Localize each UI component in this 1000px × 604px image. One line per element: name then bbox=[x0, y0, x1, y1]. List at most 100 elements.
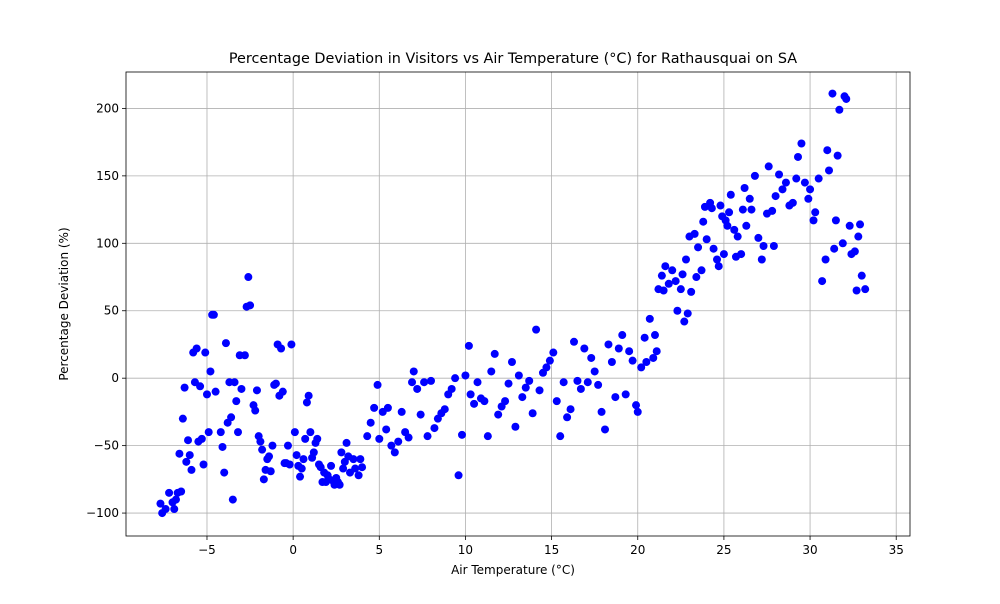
point bbox=[566, 405, 575, 414]
point bbox=[454, 471, 463, 480]
point bbox=[682, 255, 690, 264]
point bbox=[382, 425, 391, 434]
point bbox=[856, 220, 865, 229]
point bbox=[738, 205, 747, 214]
point bbox=[657, 271, 666, 280]
point bbox=[549, 348, 558, 357]
point bbox=[370, 403, 379, 412]
point bbox=[483, 432, 492, 441]
point bbox=[230, 378, 239, 387]
point bbox=[175, 449, 184, 458]
point bbox=[171, 495, 180, 504]
point bbox=[197, 434, 206, 443]
point bbox=[473, 378, 482, 387]
point bbox=[161, 505, 170, 514]
point bbox=[556, 432, 565, 441]
point bbox=[694, 243, 703, 252]
point bbox=[309, 448, 318, 457]
point bbox=[283, 441, 292, 450]
point bbox=[177, 487, 186, 496]
point bbox=[518, 393, 527, 402]
point bbox=[187, 465, 196, 474]
y-tick-label: 200 bbox=[96, 101, 119, 115]
point bbox=[687, 287, 696, 296]
point bbox=[458, 430, 466, 439]
point bbox=[451, 374, 460, 383]
point bbox=[759, 242, 768, 250]
point bbox=[769, 242, 778, 250]
point bbox=[857, 271, 866, 280]
point bbox=[607, 358, 616, 366]
point bbox=[576, 384, 585, 393]
point bbox=[828, 89, 837, 98]
point bbox=[583, 378, 592, 387]
point bbox=[178, 414, 187, 423]
point bbox=[165, 488, 174, 497]
point bbox=[299, 455, 308, 464]
point bbox=[204, 428, 213, 437]
point bbox=[737, 250, 746, 259]
point bbox=[745, 194, 754, 203]
point bbox=[833, 151, 842, 160]
point bbox=[642, 358, 651, 366]
point bbox=[339, 464, 348, 473]
point bbox=[621, 390, 630, 399]
point bbox=[271, 379, 280, 388]
point bbox=[202, 390, 211, 399]
point bbox=[637, 363, 646, 372]
point bbox=[335, 480, 344, 489]
point bbox=[182, 457, 191, 466]
point bbox=[397, 407, 406, 416]
point bbox=[823, 146, 832, 155]
point bbox=[313, 434, 322, 443]
point bbox=[507, 358, 516, 366]
point bbox=[302, 398, 311, 407]
x-tick-label: 35 bbox=[889, 543, 904, 557]
point bbox=[440, 405, 449, 414]
point bbox=[209, 310, 218, 319]
point bbox=[354, 471, 363, 480]
point bbox=[390, 448, 399, 457]
point bbox=[680, 317, 689, 326]
point bbox=[244, 273, 253, 282]
point bbox=[661, 262, 670, 271]
point bbox=[702, 235, 711, 244]
point bbox=[814, 174, 823, 183]
point bbox=[358, 463, 367, 472]
point bbox=[699, 217, 708, 226]
point bbox=[480, 397, 489, 406]
point bbox=[806, 185, 815, 194]
x-tick-label: 25 bbox=[716, 543, 731, 557]
point bbox=[747, 205, 756, 214]
point bbox=[673, 306, 682, 315]
point bbox=[277, 344, 286, 353]
point bbox=[750, 171, 759, 180]
x-tick-label: −5 bbox=[198, 543, 216, 557]
x-tick-label: 10 bbox=[458, 543, 473, 557]
point bbox=[220, 468, 229, 477]
point bbox=[861, 285, 870, 294]
point bbox=[668, 266, 677, 275]
point bbox=[768, 206, 777, 215]
point bbox=[258, 445, 267, 454]
point bbox=[290, 428, 299, 437]
point bbox=[404, 433, 413, 442]
y-tick-label: 0 bbox=[111, 371, 119, 385]
point bbox=[196, 382, 205, 391]
point bbox=[521, 383, 530, 392]
point bbox=[604, 340, 613, 349]
point bbox=[296, 472, 305, 481]
point bbox=[306, 428, 315, 437]
point bbox=[852, 286, 861, 295]
point bbox=[778, 185, 787, 194]
point bbox=[461, 371, 470, 380]
point bbox=[363, 432, 372, 441]
point bbox=[611, 393, 620, 402]
point bbox=[678, 270, 687, 279]
point bbox=[594, 380, 603, 389]
point bbox=[426, 376, 435, 385]
point bbox=[349, 455, 358, 464]
point bbox=[420, 378, 429, 387]
point bbox=[850, 247, 859, 256]
point bbox=[180, 383, 189, 392]
